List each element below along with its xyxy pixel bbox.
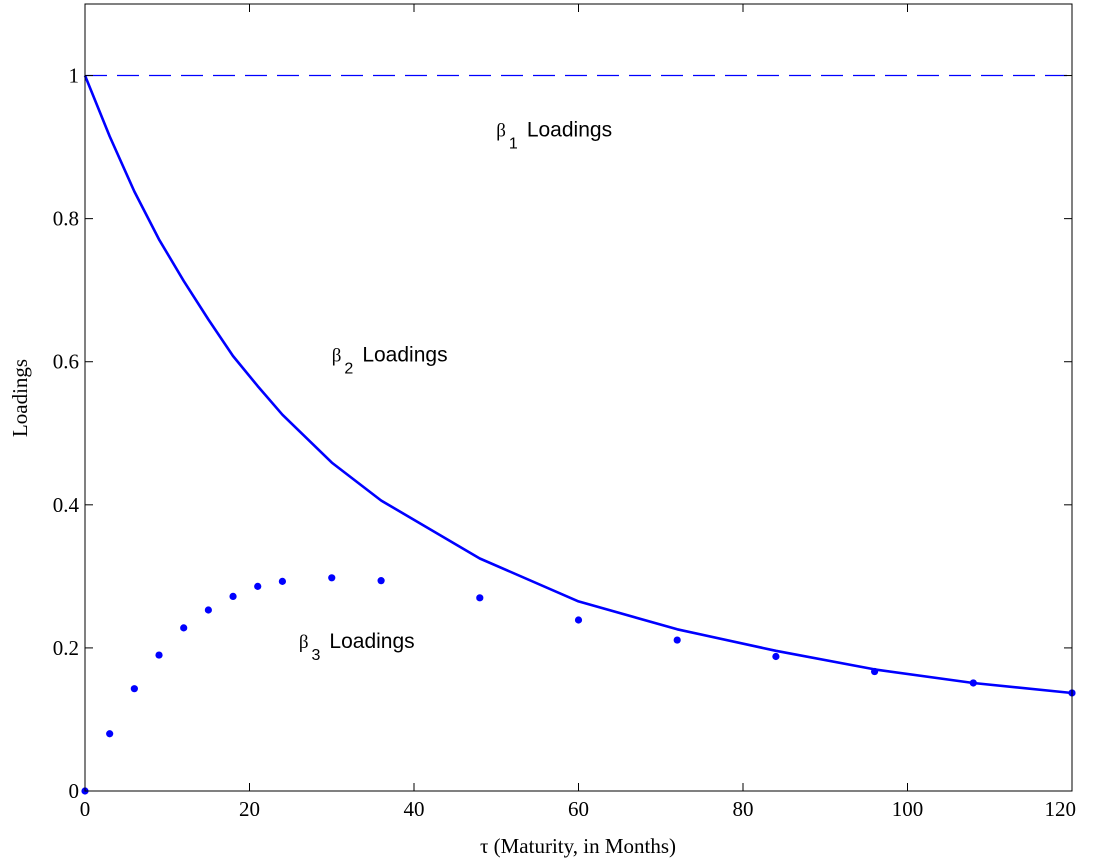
data-point — [574, 616, 583, 624]
data-point — [377, 577, 385, 585]
y-tick-label: 0.6 — [53, 350, 79, 374]
data-point — [204, 606, 212, 614]
data-point — [106, 730, 114, 738]
annotation-1: β1Loadings — [496, 118, 612, 152]
chart-annotations: β1Loadings β2Loadings β3Loadings — [299, 118, 612, 664]
data-point — [673, 636, 681, 644]
x-tick-label: 120 — [1045, 797, 1077, 821]
x-tick-label: 60 — [568, 797, 589, 821]
x-tick-label: 100 — [892, 797, 924, 821]
x-tick-label: 20 — [239, 797, 260, 821]
x-tick-label: 40 — [404, 797, 425, 821]
annotation-2: β2Loadings — [332, 344, 448, 378]
series-line — [83, 75, 1073, 695]
series-2 — [83, 75, 1073, 695]
axis-ticks: 0 20 40 60 80 100 120 0 0.2 0.4 0.6 0.8 1 — [53, 4, 1076, 821]
data-point — [278, 577, 286, 585]
plot-background — [85, 4, 1072, 791]
y-tick-label: 0.2 — [53, 636, 79, 660]
annotation-3: β3Loadings — [299, 630, 415, 664]
x-tick-label: 80 — [733, 797, 754, 821]
data-point — [130, 685, 138, 693]
data-point — [772, 652, 780, 661]
y-tick-label: 0.4 — [53, 493, 80, 517]
series-3 — [81, 574, 1076, 795]
data-point — [328, 574, 336, 582]
x-axis-title: τ (Maturity, in Months) — [480, 834, 676, 858]
data-point — [871, 667, 879, 676]
chart-marks — [81, 74, 1076, 795]
data-point — [476, 594, 484, 602]
data-point — [155, 651, 163, 659]
y-tick-label: 1 — [69, 64, 80, 88]
x-tick-label: 0 — [80, 797, 91, 821]
data-point — [180, 624, 188, 632]
y-tick-label: 0 — [69, 779, 80, 803]
data-point — [229, 592, 237, 600]
data-point — [969, 679, 977, 687]
data-point — [254, 582, 262, 590]
y-axis-title: Loadings — [8, 359, 32, 437]
y-tick-label: 0.8 — [53, 207, 79, 231]
